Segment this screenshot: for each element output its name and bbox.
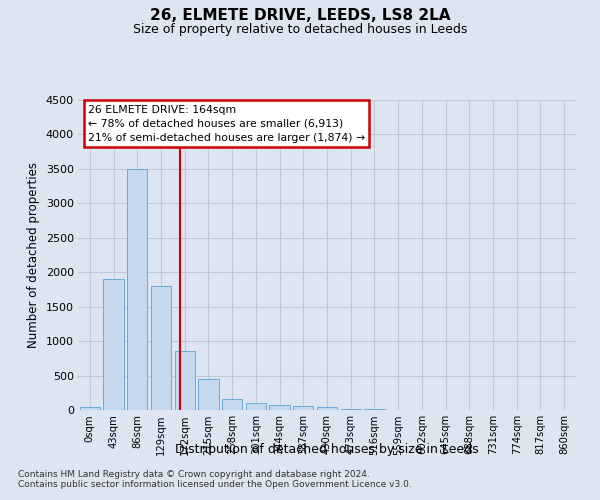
Bar — [175, 352, 195, 410]
Text: 26, ELMETE DRIVE, LEEDS, LS8 2LA: 26, ELMETE DRIVE, LEEDS, LS8 2LA — [150, 8, 450, 22]
Bar — [341, 408, 361, 410]
Bar — [222, 399, 242, 410]
Bar — [127, 169, 148, 410]
Bar — [151, 286, 171, 410]
Bar — [293, 406, 313, 410]
Bar — [199, 379, 218, 410]
Bar — [317, 407, 337, 410]
Bar — [269, 405, 290, 410]
Text: Contains HM Land Registry data © Crown copyright and database right 2024.: Contains HM Land Registry data © Crown c… — [18, 470, 370, 479]
Text: 26 ELMETE DRIVE: 164sqm
← 78% of detached houses are smaller (6,913)
21% of semi: 26 ELMETE DRIVE: 164sqm ← 78% of detache… — [88, 104, 365, 142]
Bar — [80, 406, 100, 410]
Text: Size of property relative to detached houses in Leeds: Size of property relative to detached ho… — [133, 22, 467, 36]
Bar — [103, 279, 124, 410]
Text: Distribution of detached houses by size in Leeds: Distribution of detached houses by size … — [175, 442, 479, 456]
Text: Contains public sector information licensed under the Open Government Licence v3: Contains public sector information licen… — [18, 480, 412, 489]
Bar — [246, 403, 266, 410]
Y-axis label: Number of detached properties: Number of detached properties — [27, 162, 40, 348]
